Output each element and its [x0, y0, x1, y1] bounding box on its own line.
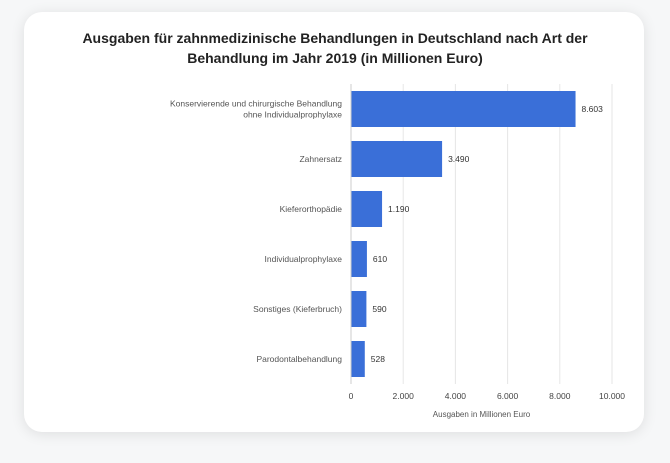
bar-1 [351, 141, 443, 177]
category-label-0-0: Konservierende und chirurgische Behandlu… [170, 99, 342, 109]
chart-title: Ausgaben für zahnmedizinische Behandlung… [0, 28, 670, 68]
category-label-3-0: Individualprophylaxe [265, 254, 343, 264]
x-axis-title: Ausgaben in Millionen Euro [433, 410, 531, 419]
category-label-0-1: ohne Individualprophylaxe [243, 110, 342, 120]
x-tick-label-4: 8.000 [549, 391, 571, 401]
value-label-2: 1.190 [388, 204, 410, 214]
value-label-0: 8.603 [582, 104, 604, 114]
bar-5 [351, 341, 365, 377]
bar-0 [351, 91, 576, 127]
value-label-3: 610 [373, 254, 387, 264]
category-label-2-0: Kieferorthopädie [280, 204, 343, 214]
value-label-1: 3.490 [448, 154, 470, 164]
bar-2 [351, 191, 383, 227]
x-tick-label-2: 4.000 [445, 391, 467, 401]
category-label-5-0: Parodontalbehandlung [256, 354, 342, 364]
value-label-5: 528 [371, 354, 385, 364]
category-label-4-0: Sonstiges (Kieferbruch) [253, 304, 342, 314]
category-label-1-0: Zahnersatz [299, 154, 342, 164]
x-tick-label-1: 2.000 [393, 391, 415, 401]
chart-title-line-1: Ausgaben für zahnmedizinische Behandlung… [82, 30, 588, 46]
chart-title-line-2: Behandlung im Jahr 2019 (in Millionen Eu… [187, 50, 483, 66]
bar-4 [351, 291, 367, 327]
chart-card [24, 12, 644, 432]
bar-3 [351, 241, 367, 277]
x-tick-label-0: 0 [349, 391, 354, 401]
x-tick-label-5: 10.000 [599, 391, 625, 401]
value-label-4: 590 [372, 304, 386, 314]
x-tick-label-3: 6.000 [497, 391, 519, 401]
